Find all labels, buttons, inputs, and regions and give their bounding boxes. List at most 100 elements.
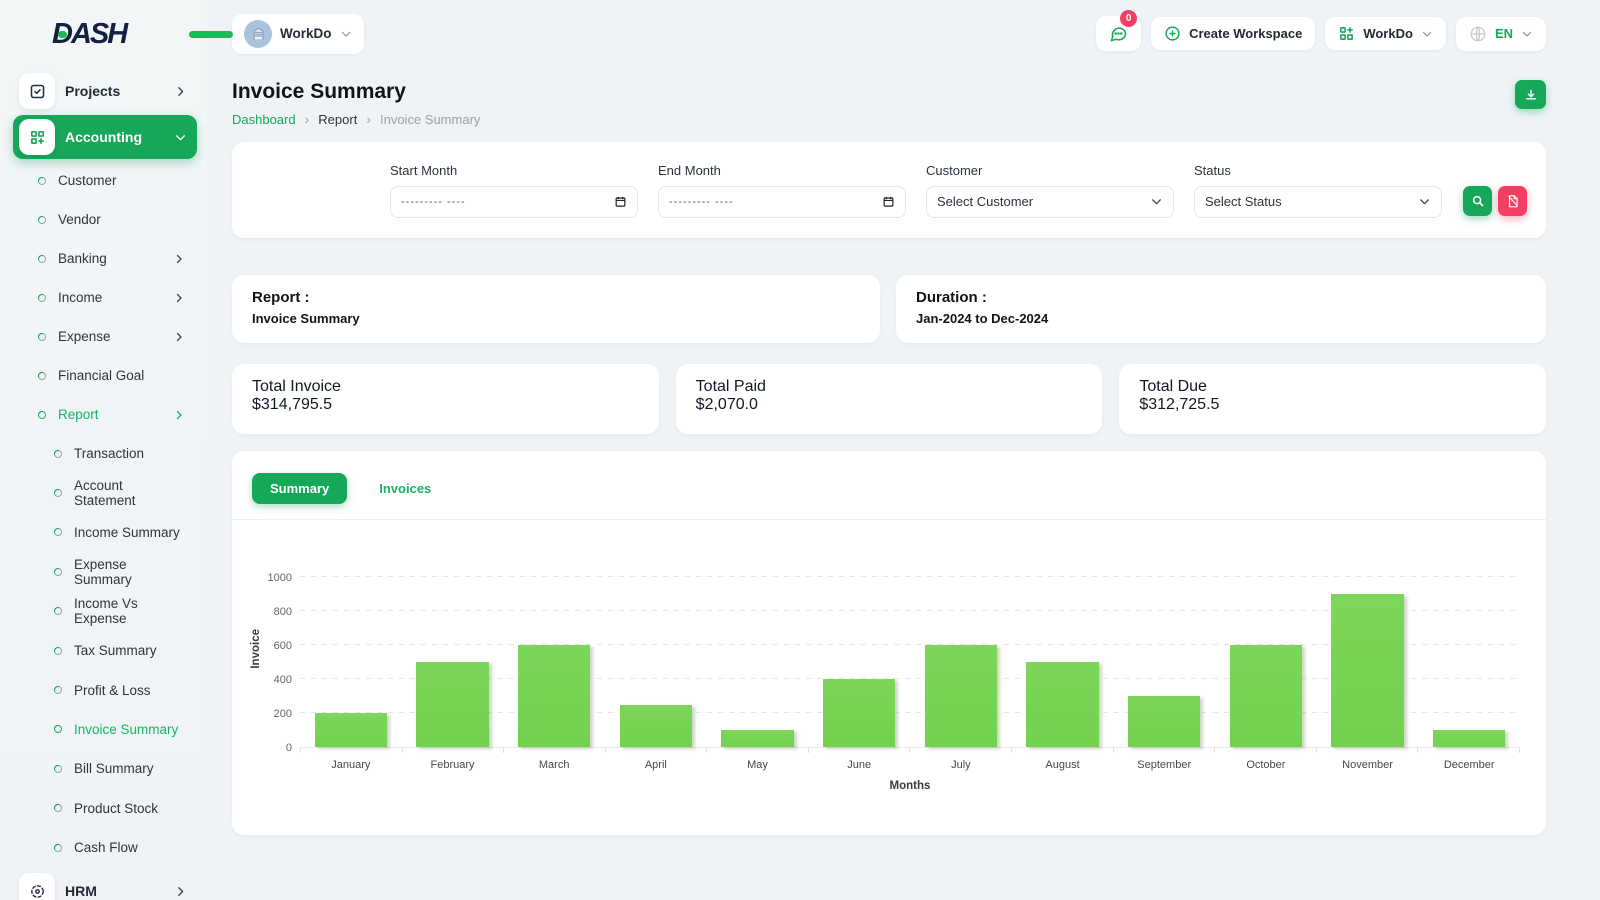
y-tick-200: 200 [273,708,292,720]
chart-card: Summary Invoices Invoice 0 200 400 600 800 100… [232,451,1546,835]
hrm-icon [19,873,55,900]
page-header: Invoice Summary Dashboard › Report › Invoice… [232,80,1546,127]
language-selector[interactable]: EN [1455,16,1546,51]
sidebar-item-label: Projects [65,83,121,99]
workspace-selector[interactable]: WorkDo [232,13,364,54]
sidebar-item-transaction[interactable]: Transaction [0,434,207,473]
bar-june[interactable] [808,566,910,747]
report-label: Report : [252,289,310,306]
y-tick-800: 800 [273,606,292,618]
tab-summary[interactable]: Summary [252,473,348,504]
breadcrumb-item-report[interactable]: Report [318,111,358,127]
sidebar-item-invoice-summary[interactable]: Invoice Summary [0,710,207,749]
x-tick [300,748,403,753]
sidebar-item-financial-goal[interactable]: Financial Goal [0,356,207,395]
checkbox-icon [19,73,55,109]
sidebar-item-cash-flow[interactable]: Cash Flow [0,828,207,867]
sidebar-item-income-summary[interactable]: Income Summary [0,513,207,552]
bar-august[interactable] [1012,566,1114,747]
status-select[interactable]: Select Status [1194,185,1442,218]
apply-filter-button[interactable] [1463,185,1492,216]
end-month-placeholder: --------- ---- [669,195,734,208]
gridline [300,576,1520,577]
start-month-label: Start Month [390,162,458,178]
x-label-january: January [331,759,371,771]
messages-button[interactable]: 0 [1096,10,1142,51]
sidebar-item-profit-loss[interactable]: Profit & Loss [0,670,207,709]
duration-value: Jan-2024 to Dec-2024 [916,311,1049,326]
breadcrumb-separator: › [304,111,310,127]
sidebar-item-expense[interactable]: Expense [0,317,207,356]
sidebar-item-vendor[interactable]: Vendor [0,200,207,239]
chevron-down-icon [1418,195,1431,208]
bullet-icon [38,215,46,224]
x-axis-labels: January February March April May June July Augu… [300,759,1520,771]
total-invoice-card: Total Invoice $314,795.5 [232,364,659,434]
dash-logo[interactable]: DASH [52,18,233,51]
bar-december[interactable] [1418,566,1520,747]
bullet-icon [54,607,62,616]
x-label-august: August [1045,759,1080,771]
chevron-down-icon [1521,28,1533,40]
workdo-menu-button[interactable]: WorkDo [1325,17,1446,50]
x-tick [1418,748,1520,753]
chevron-down-icon [340,28,352,40]
bar-july[interactable] [910,566,1012,747]
end-month-input[interactable]: --------- ---- [658,185,906,218]
bar-april[interactable] [605,566,707,747]
bar-february[interactable] [402,566,504,747]
workspace-avatar [244,19,272,48]
x-tick [606,748,708,753]
status-label: Status [1194,162,1231,178]
sidebar-item-tax-summary[interactable]: Tax Summary [0,631,207,670]
bullet-icon [54,686,62,695]
sidebar-item-bill-summary[interactable]: Bill Summary [0,749,207,788]
sidebar-item-hrm[interactable]: HRM [13,869,197,900]
breadcrumb-item-dashboard[interactable]: Dashboard [232,111,296,127]
bullet-icon [54,764,62,773]
calendar-icon[interactable] [614,195,627,208]
chevron-right-icon [174,885,187,898]
language-code: EN [1494,26,1513,41]
sidebar-item-projects[interactable]: Projects [13,69,197,113]
chevron-down-icon [1421,28,1433,40]
sidebar-item-label: Accounting [65,129,142,145]
x-tick [403,748,505,753]
x-label-july: July [951,759,971,771]
tab-invoices[interactable]: Invoices [379,481,432,496]
sidebar-item-income-vs-expense[interactable]: Income Vs Expense [0,592,207,631]
bar-september[interactable] [1113,566,1215,747]
bullet-icon [38,332,46,341]
bullet-icon [54,804,62,813]
calendar-icon[interactable] [882,195,895,208]
sidebar-item-income[interactable]: Income [0,278,207,317]
bar-may[interactable] [707,566,809,747]
sidebar-item-account-statement[interactable]: Account Statement [0,473,207,512]
sidebar-item-product-stock[interactable]: Product Stock [0,789,207,828]
dash-logo-green-dot [58,31,67,38]
x-tick [1012,748,1114,753]
filter-panel: Start Month --------- ---- End Month ---… [232,142,1546,238]
breadcrumb-item-invoice-summary: Invoice Summary [379,111,481,127]
accounting-grid-icon [19,119,55,155]
sidebar-item-banking[interactable]: Banking [0,239,207,278]
start-month-input[interactable]: --------- ---- [390,185,638,218]
bullet-icon [38,371,46,380]
tabs-divider [232,519,1546,520]
breadcrumb: Dashboard › Report › Invoice Summary [232,111,480,127]
bar-october[interactable] [1215,566,1317,747]
sidebar-item-customer[interactable]: Customer [0,161,207,200]
globe-icon [1469,25,1487,43]
download-button[interactable] [1515,80,1546,109]
customer-select[interactable]: Select Customer [926,185,1174,218]
create-workspace-button[interactable]: Create Workspace [1151,17,1316,50]
sidebar-item-report[interactable]: Report [0,395,207,434]
clear-filter-button[interactable] [1498,185,1527,216]
bar-march[interactable] [503,566,605,747]
x-tick [707,748,809,753]
sidebar-item-expense-summary[interactable]: Expense Summary [0,552,207,591]
sidebar-item-accounting[interactable]: Accounting [13,115,197,159]
bar-november[interactable] [1317,566,1419,747]
main-content: WorkDo 0 Create Workspace WorkDo [207,0,1600,900]
bar-january[interactable] [300,566,402,747]
